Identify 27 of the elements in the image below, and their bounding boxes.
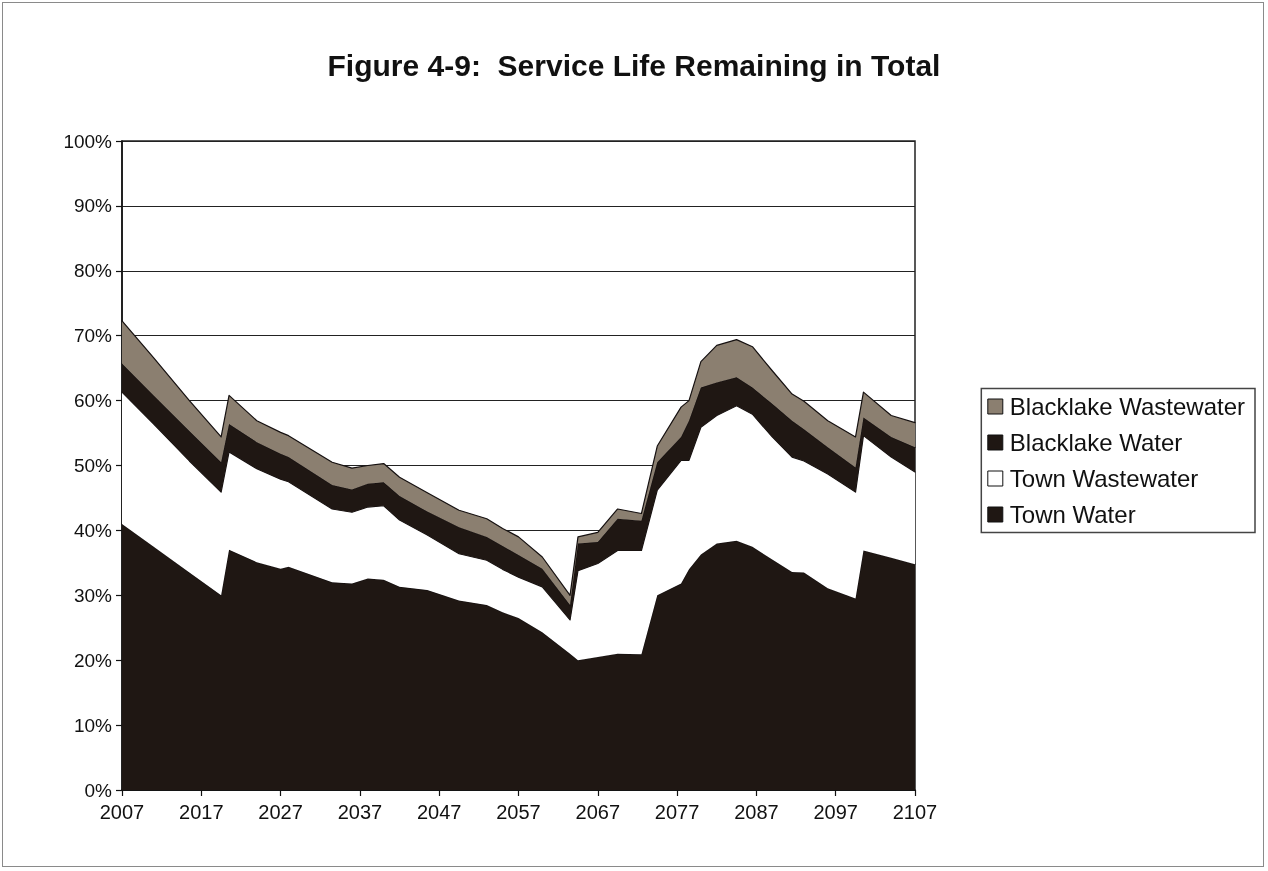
x-tick-label: 2047	[416, 801, 462, 823]
x-tick-label: 2057	[496, 801, 541, 823]
x-tick-label: 2107	[892, 801, 938, 823]
y-tick-label: 10%	[73, 714, 113, 736]
x-tick-label: 2087	[734, 801, 779, 823]
legend-label: Town Wastewater	[1009, 465, 1199, 492]
y-tick-label: 70%	[73, 325, 113, 347]
legend-label: Blacklake Water	[1009, 429, 1183, 456]
y-tick-label: 40%	[73, 519, 113, 541]
y-tick-label: 30%	[73, 584, 113, 606]
y-tick-label: 0%	[84, 779, 113, 801]
x-tick-label: 2037	[337, 801, 383, 823]
y-tick-label: 100%	[63, 130, 113, 152]
chart-title: Figure 4-9: Service Life Remaining in Total	[327, 48, 941, 82]
x-tick-label: 2007	[99, 801, 145, 823]
legend-label: Blacklake Wastewater	[1009, 393, 1246, 420]
y-tick-label: 20%	[73, 649, 113, 671]
y-tick-label: 50%	[73, 455, 113, 476]
y-tick-label: 60%	[73, 390, 113, 412]
y-tick-label: 80%	[73, 260, 113, 282]
x-tick-label: 2017	[179, 801, 224, 823]
x-tick-label: 2027	[258, 801, 303, 823]
x-tick-label: 2077	[654, 801, 700, 823]
x-tick-label: 2097	[813, 801, 858, 823]
x-tick-label: 2067	[575, 801, 621, 823]
y-tick-label: 90%	[73, 195, 113, 217]
legend-label: Town Water	[1009, 501, 1136, 528]
